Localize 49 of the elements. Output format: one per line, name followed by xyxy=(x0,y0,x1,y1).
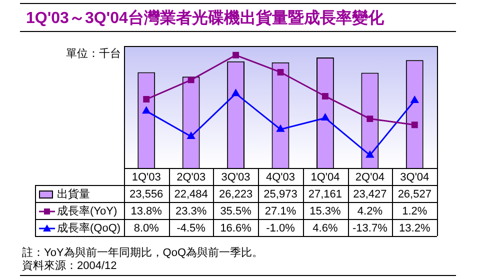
x-tick-label: 2Q'04 xyxy=(355,172,384,184)
data-label: 27.1% xyxy=(264,206,296,218)
point xyxy=(143,96,150,102)
data-label: 23,556 xyxy=(130,188,164,201)
data-label: 1.2% xyxy=(402,206,428,218)
legend-label: 成長率(YoY) xyxy=(57,204,118,218)
data-label: 4.6% xyxy=(312,222,338,235)
data-label: 35.5% xyxy=(220,206,252,218)
point xyxy=(366,116,374,122)
data-label: 23.3% xyxy=(175,206,207,218)
legend-label: 成長率(QoQ) xyxy=(57,222,121,235)
y-axis-title: 單位：千台 xyxy=(66,47,121,60)
data-label: 23,427 xyxy=(353,188,387,201)
point xyxy=(411,122,418,128)
x-tick-label: 1Q'04 xyxy=(310,172,340,184)
text: 註：YoY為與前一年同期比，QoQ為與前一季比。 xyxy=(22,247,264,260)
point xyxy=(410,96,418,103)
data-label: 16.6% xyxy=(220,222,252,235)
data-label: 26,527 xyxy=(398,188,432,201)
x-tick-label: 2Q'03 xyxy=(176,172,206,184)
point xyxy=(142,106,150,114)
data-label: 8.0% xyxy=(134,222,160,235)
data-label: 27,161 xyxy=(308,188,342,201)
data-label: 25,973 xyxy=(264,188,298,201)
data-label: -13.7% xyxy=(352,222,388,235)
x-tick-label: 4Q'03 xyxy=(266,172,296,184)
x-tick-label: 1Q'03 xyxy=(132,172,161,184)
legend-label: 出貨量 xyxy=(57,188,90,201)
data-label: 26,223 xyxy=(218,188,253,201)
data-label: -4.5% xyxy=(176,222,206,235)
point xyxy=(232,89,240,96)
point xyxy=(188,76,194,84)
point xyxy=(276,125,284,132)
point xyxy=(321,114,329,120)
point xyxy=(277,69,284,76)
point xyxy=(322,93,328,100)
data-label: -1.0% xyxy=(266,222,296,235)
data-label: 13.8% xyxy=(130,206,162,218)
data-label: 13.2% xyxy=(399,222,430,235)
point xyxy=(232,52,240,58)
chart-title: 1Q'03～3Q'04台灣業者光碟機出貨量暨成長率變化 xyxy=(26,8,384,29)
point xyxy=(366,150,374,158)
data-label: 22,484 xyxy=(174,188,208,201)
source-note: 資料來源：2004/12 xyxy=(22,260,118,273)
data-label: 4.2% xyxy=(357,206,383,218)
x-tick-label: 3Q'03 xyxy=(221,172,250,184)
data-label: 15.3% xyxy=(310,206,342,218)
x-tick-label: 3Q'04 xyxy=(400,172,430,184)
point xyxy=(187,132,195,139)
